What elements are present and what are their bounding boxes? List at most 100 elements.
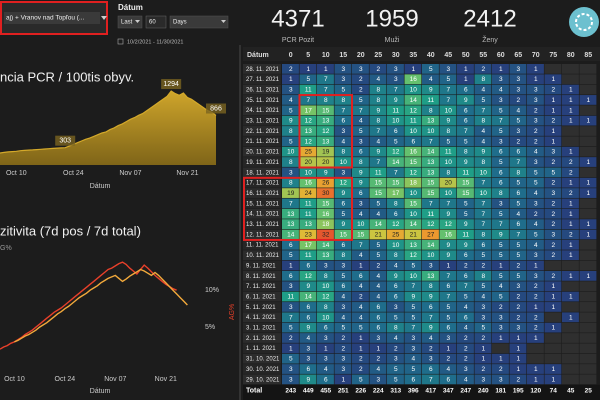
heat-cell [387,167,404,178]
calendar-icon[interactable] [117,38,124,45]
heat-cell [369,302,387,312]
date-cell [243,364,281,374]
heat-cell [317,260,334,271]
heat-cell [317,157,334,167]
cell-value: 8 [324,273,328,280]
heat-cell [352,146,369,157]
cell-value: 8 [376,87,380,94]
empty-cell [579,353,597,364]
heat-cell [369,271,387,281]
cell-value: 4 [376,273,380,280]
cell-value: 1 [481,356,485,363]
heat-cell [369,364,387,374]
count-input[interactable] [145,15,167,29]
heat-cell [334,167,352,178]
cell-value: 14 [305,294,313,301]
heat-cell [509,74,527,85]
cell-value: 6 [446,376,450,383]
heat-cell [562,95,579,105]
date-cell [243,157,281,167]
heat-cell [334,177,352,188]
heat-cell [387,229,404,240]
heat-cell [352,322,369,333]
cell-value: 11 [305,87,312,94]
heat-cell [352,115,369,126]
heat-cell [527,136,544,147]
heat-cell [387,302,404,312]
cell-value: 7 [464,283,468,290]
cell-value: 4 [534,190,538,197]
cell-value: 25 [305,149,313,156]
column-header: 25 [374,52,382,59]
heat-cell [404,343,422,354]
cell-value: 2 [481,366,485,373]
heat-cell [474,291,492,302]
heat-cell [387,74,404,85]
heat-cell [404,157,422,167]
heat-cell [352,208,369,219]
period-select[interactable] [117,15,143,29]
total-value: 240 [478,388,489,395]
date-cell [243,343,281,354]
area [0,91,216,165]
total-value: 396 [408,388,419,395]
heat-cell [334,364,352,374]
empty-cell [562,343,579,354]
heat-cell [527,95,544,105]
heat-cell [387,198,404,209]
cell-value: 14 [392,159,400,166]
heat-cell [509,291,527,302]
cell-value: 6 [341,242,345,249]
cell-value: 2 [534,283,538,290]
cell-value: 5 [289,138,293,145]
cell-value: 6 [429,366,433,373]
cell-value: 3 [341,128,345,135]
cell-value: 1 [411,66,415,73]
heat-cell [422,74,439,85]
cell-value: 4 [429,335,433,342]
heat-cell [404,95,422,105]
cell-value: 1 [289,345,293,352]
cell-value: 7 [446,200,450,207]
cell-value: 4 [359,211,363,218]
cell-value: 1 [551,366,555,373]
cell-value: 4 [534,149,538,156]
heat-cell [474,260,492,271]
heat-cell [527,322,544,333]
cell-value: 13 [427,169,435,176]
unit-select[interactable] [169,15,229,29]
heat-cell [457,302,474,312]
cell-value: 1 [534,66,538,73]
empty-cell [527,353,544,364]
cell-value: 9 [464,221,468,228]
heat-cell [369,291,387,302]
heat-cell [334,198,352,209]
total-value: 74 [550,388,558,395]
cell-value: 4 [376,76,380,83]
cell-value: 9 [446,242,450,249]
heat-cell [457,208,474,219]
heat-cell [492,219,509,229]
heat-cell [404,322,422,333]
heat-cell [474,115,492,126]
cell-value: 2 [534,211,538,218]
heat-cell [317,84,334,95]
cell-value: 5 [359,376,363,383]
heat-cell [317,219,334,229]
column-header: 0 [289,52,293,59]
heat-cell [492,364,509,374]
heat-cell [457,126,474,136]
heat-cell [299,105,317,116]
cell-value: 6 [411,138,415,145]
cell-value: 12 [410,169,418,176]
heat-cell [474,312,492,323]
cell-value: 3 [481,314,485,321]
heat-cell [369,260,387,271]
heat-cell [457,291,474,302]
dropdown-field[interactable] [4,12,100,24]
heat-cell [527,229,544,240]
column-header: 65 [514,52,522,59]
data-label: 866 [210,105,222,112]
heat-cell [457,364,474,374]
cell-value: 1 [569,87,573,94]
